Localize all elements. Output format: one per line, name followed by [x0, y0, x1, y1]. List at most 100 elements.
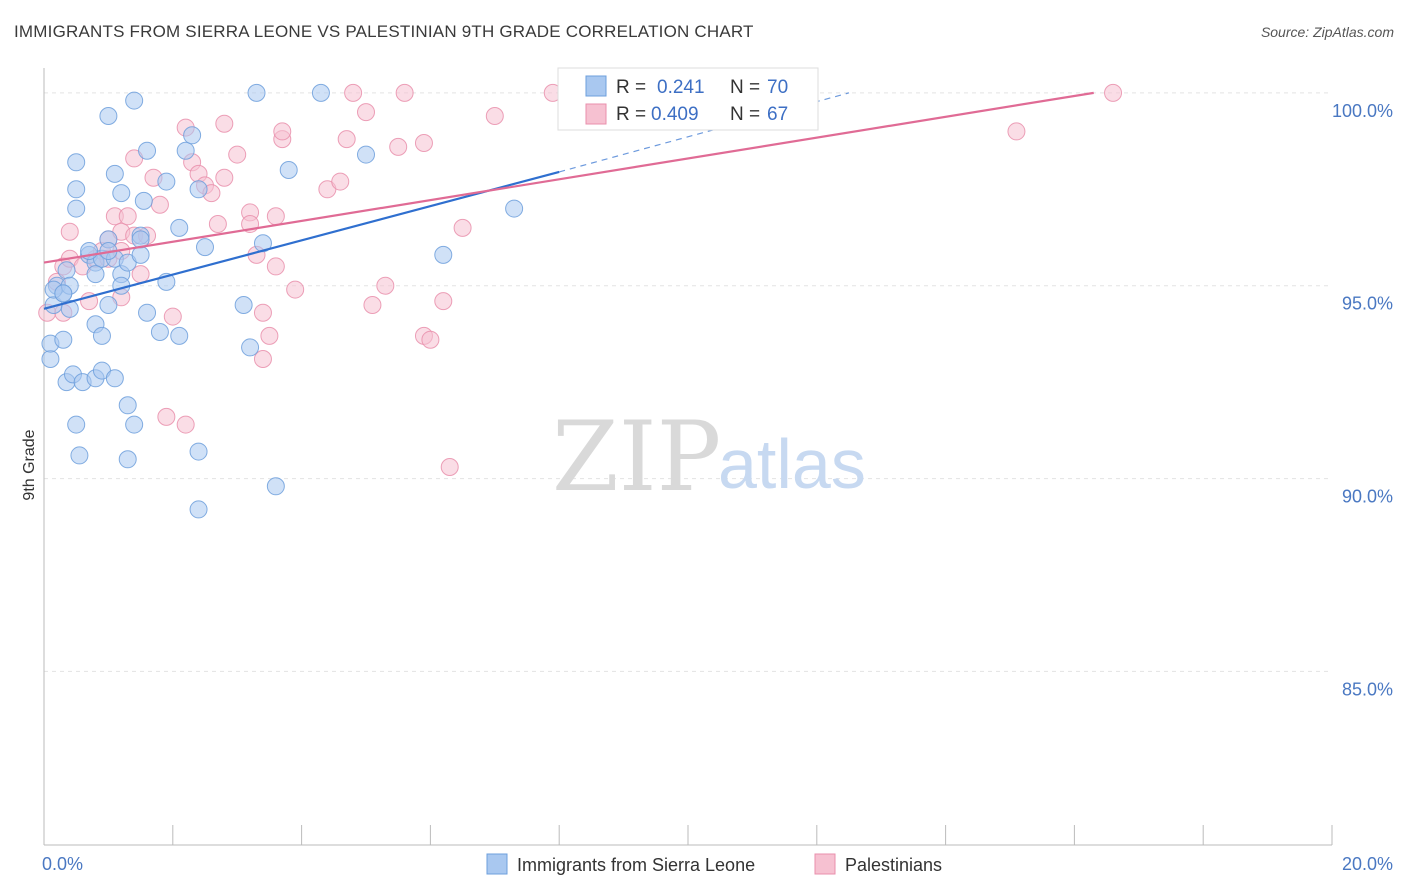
sierra-leone-point	[134, 191, 153, 210]
sierra-leone-point	[125, 91, 144, 110]
sierra-leone-point	[357, 145, 375, 164]
y-tick-label: 90.0%	[1342, 487, 1393, 507]
source-credit: Source: ZipAtlas.com	[1260, 24, 1394, 40]
sierra-leone-point	[67, 180, 86, 199]
sierra-leone-point	[189, 180, 208, 199]
sierra-leone-point	[266, 477, 285, 496]
sierra-leone-point	[54, 284, 73, 303]
palestinian-point	[273, 122, 292, 141]
palestinian-point	[266, 207, 285, 226]
sierra-leone-point	[99, 107, 118, 125]
legend-n-value: 70	[767, 77, 788, 98]
sierra-leone-point	[189, 442, 208, 461]
legend-n-label: N =	[730, 104, 760, 125]
series-legend-swatch-blue	[486, 853, 508, 875]
sierra-leone-point	[150, 323, 169, 341]
palestinian-point	[363, 296, 382, 314]
sierra-leone-point	[60, 299, 79, 318]
y-tick-label: 100.0%	[1332, 101, 1393, 121]
palestinian-point	[163, 307, 182, 326]
palestinian-point	[337, 130, 356, 149]
sierra-leone-point	[105, 164, 124, 183]
palestinian-point	[150, 195, 169, 214]
palestinian-point	[344, 83, 363, 102]
sierra-leone-point	[189, 500, 208, 519]
palestinian-point	[421, 330, 440, 349]
legend-n-label: N =	[730, 77, 760, 98]
watermark-zip: ZIP	[552, 401, 721, 513]
palestinian-point	[389, 137, 408, 156]
palestinian-point	[357, 103, 375, 122]
palestinian-point	[331, 172, 350, 191]
sierra-leone-point	[176, 141, 195, 160]
sierra-leone-point	[196, 238, 214, 257]
y-tick-labels: 100.0% 95.0% 90.0% 85.0%	[1332, 101, 1393, 700]
palestinian-point	[118, 207, 137, 226]
sierra-leone-point	[67, 415, 86, 434]
sierra-leone-point	[112, 184, 131, 203]
palestinian-point	[228, 145, 247, 164]
sierra-leone-point	[138, 303, 157, 322]
chart-title: IMMIGRANTS FROM SIERRA LEONE VS PALESTIN…	[14, 22, 754, 41]
series-legend: Immigrants from Sierra Leone Palestinian…	[486, 853, 942, 875]
series-sierra-leone-points	[41, 83, 524, 519]
sierra-leone-point	[67, 199, 86, 218]
watermark-atlas: atlas	[718, 425, 866, 503]
x-tick-label: 0.0%	[42, 854, 83, 874]
trend-lines	[43, 91, 1094, 310]
sierra-leone-point	[54, 330, 73, 349]
sierra-leone-point	[241, 338, 260, 357]
correlation-legend: R = 0.241 N = 70 R = 0.409 N = 67	[557, 67, 819, 131]
sierra-leone-point	[67, 153, 86, 172]
sierra-leone-trend-line	[43, 170, 560, 310]
sierra-leone-point	[170, 326, 189, 345]
palestinian-point	[414, 134, 433, 152]
sierra-leone-point	[279, 161, 298, 179]
palestinian-point	[215, 168, 234, 187]
sierra-leone-point	[70, 446, 89, 465]
sierra-leone-point	[118, 396, 137, 415]
sierra-leone-point	[157, 172, 176, 191]
y-axis-label: 9th Grade	[21, 429, 38, 500]
y-tick-label: 85.0%	[1342, 679, 1393, 699]
legend-swatch-blue	[585, 75, 607, 97]
series-legend-label: Immigrants from Sierra Leone	[517, 855, 755, 875]
axes	[43, 68, 1333, 846]
gridlines	[44, 92, 1332, 672]
x-tick-label: 20.0%	[1342, 854, 1393, 874]
palestinian-point	[485, 107, 504, 125]
palestinian-point	[395, 83, 414, 102]
x-tick-labels: 0.0% 20.0%	[42, 854, 1393, 874]
sierra-leone-point	[125, 415, 144, 434]
palestinian-point	[208, 215, 227, 233]
series-legend-label: Palestinians	[845, 855, 942, 875]
sierra-leone-point	[170, 218, 189, 237]
legend-r-label: R =	[616, 104, 646, 125]
palestinian-point	[1104, 83, 1123, 102]
sierra-leone-point	[183, 126, 202, 145]
sierra-leone-point	[434, 245, 453, 264]
palestinian-point	[1007, 122, 1026, 141]
sierra-leone-point	[99, 296, 118, 314]
sierra-leone-point	[247, 83, 266, 102]
legend-n-value: 67	[767, 104, 788, 125]
palestinian-point	[434, 292, 453, 311]
palestinian-point	[157, 407, 176, 426]
palestinian-trend-line	[43, 91, 1094, 264]
palestinian-point	[260, 326, 279, 345]
palestinian-point	[376, 276, 395, 295]
series-legend-swatch-pink	[814, 853, 836, 875]
palestinian-point	[440, 458, 459, 476]
sierra-leone-point	[92, 326, 111, 345]
sierra-leone-point	[234, 296, 253, 314]
palestinian-point	[286, 280, 305, 299]
sierra-leone-point	[138, 141, 157, 160]
sierra-leone-point	[41, 350, 60, 368]
sierra-leone-point	[311, 83, 330, 102]
palestinian-point	[215, 114, 234, 133]
sierra-leone-point	[105, 369, 124, 388]
legend-r-value: 0.409	[651, 104, 699, 125]
palestinian-point	[253, 350, 272, 368]
legend-r-value: 0.241	[657, 77, 705, 98]
